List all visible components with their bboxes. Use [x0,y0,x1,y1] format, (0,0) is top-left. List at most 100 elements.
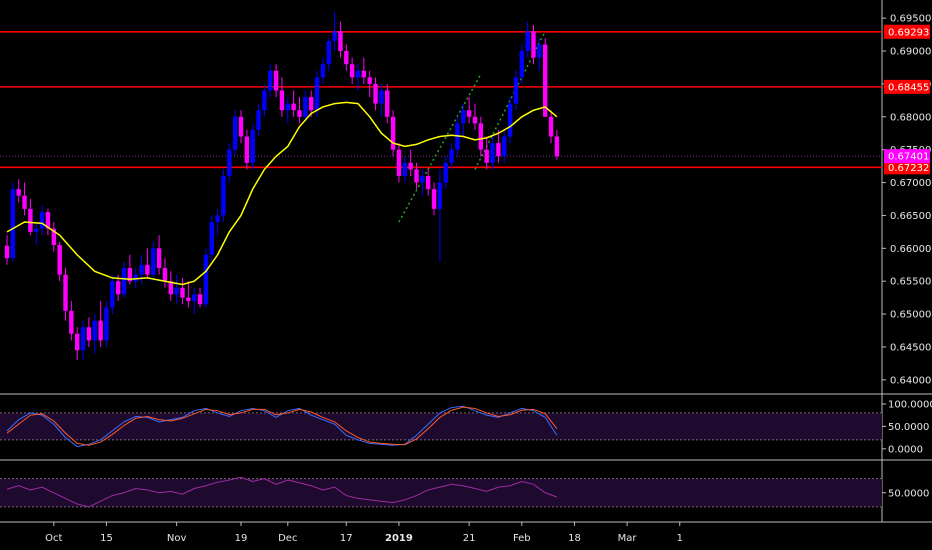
candle [28,199,33,236]
candle-body [443,162,448,183]
candle [349,57,355,84]
oscillator-band [0,478,882,507]
candle-body [361,70,367,78]
current-price-label: 0.67401 [888,152,929,163]
oscillator-tick-label: 50.0000 [888,488,929,499]
candle [502,129,507,163]
candle-body [472,116,478,124]
level-label: 0.69293 [888,27,929,38]
candle-body [57,245,62,275]
candle-body [227,149,232,176]
candle-body [39,212,45,229]
candle-body [490,143,495,163]
candle [554,129,560,160]
level-label: 0.68455 [888,82,929,93]
candle [379,83,384,117]
candle [121,261,127,298]
candle [396,143,402,183]
price-tick-label: 0.68000 [890,112,931,123]
candle-body [379,90,384,104]
candle-body [373,83,378,104]
candle [209,215,214,262]
candle-body [256,110,261,130]
candle [385,83,390,124]
candle-body [531,31,536,58]
candle-body [548,116,554,137]
candle-body [303,97,308,117]
candle [437,169,443,262]
candle [332,11,337,52]
candle-body [396,149,402,176]
candle [80,320,86,361]
candle-body [92,320,97,341]
candle-body [22,195,27,209]
candle-body [121,268,127,295]
candle-body [297,110,302,117]
candle-body [262,90,267,111]
candle [98,300,103,347]
candle [186,281,191,308]
time-tick-label: 21 [463,533,476,544]
candle-body [16,189,21,196]
candle [273,64,279,98]
candle [34,222,39,246]
candle-body [309,97,314,111]
stochastic-tick-label: 0.0000 [888,444,923,455]
candle [215,208,220,236]
candle-body [4,245,10,259]
level-label-box [884,24,930,39]
candle [57,241,62,282]
candle [519,44,524,84]
candle-body [437,182,443,209]
candle [507,97,513,144]
candle-body [139,264,144,275]
candle [162,258,168,288]
candle [51,222,56,252]
candle-body [115,281,121,295]
candle [361,57,367,84]
level-label-box [884,160,930,175]
candle [151,241,156,282]
candle-body [496,143,501,157]
candle-body [232,116,238,150]
candle-body [349,64,355,78]
candle-body [133,274,138,282]
price-tick-label: 0.65500 [890,277,931,288]
candle [63,268,68,321]
time-tick-label: Feb [513,533,531,544]
candle-body [461,110,466,124]
candle [4,235,10,265]
time-tick-label: 2019 [385,533,413,544]
time-tick-label: 19 [235,533,248,544]
candle [420,169,425,196]
candle-body [127,268,133,282]
candle [408,149,413,176]
candle [69,300,74,341]
candle [104,300,109,347]
candle-body [80,327,86,351]
candle [86,317,92,347]
candle [449,143,454,170]
candle-body [98,320,103,341]
candle [320,57,326,84]
candle [537,37,542,71]
time-tick-label: 18 [568,533,581,544]
candle-body [320,64,326,78]
candle [244,129,250,170]
candle [297,97,302,124]
candle [262,83,267,117]
candle-body [420,175,425,183]
candle-body [186,297,191,301]
candle-body [273,70,279,91]
candle-body [537,44,542,58]
candle-body [45,212,51,229]
candle [548,110,554,144]
candle [543,37,548,117]
candle-body [554,136,560,157]
current-price-label-box [884,149,930,164]
candle-body [197,294,203,305]
candle [174,274,179,305]
time-tick-label: Mar [618,533,638,544]
candle [431,182,437,216]
